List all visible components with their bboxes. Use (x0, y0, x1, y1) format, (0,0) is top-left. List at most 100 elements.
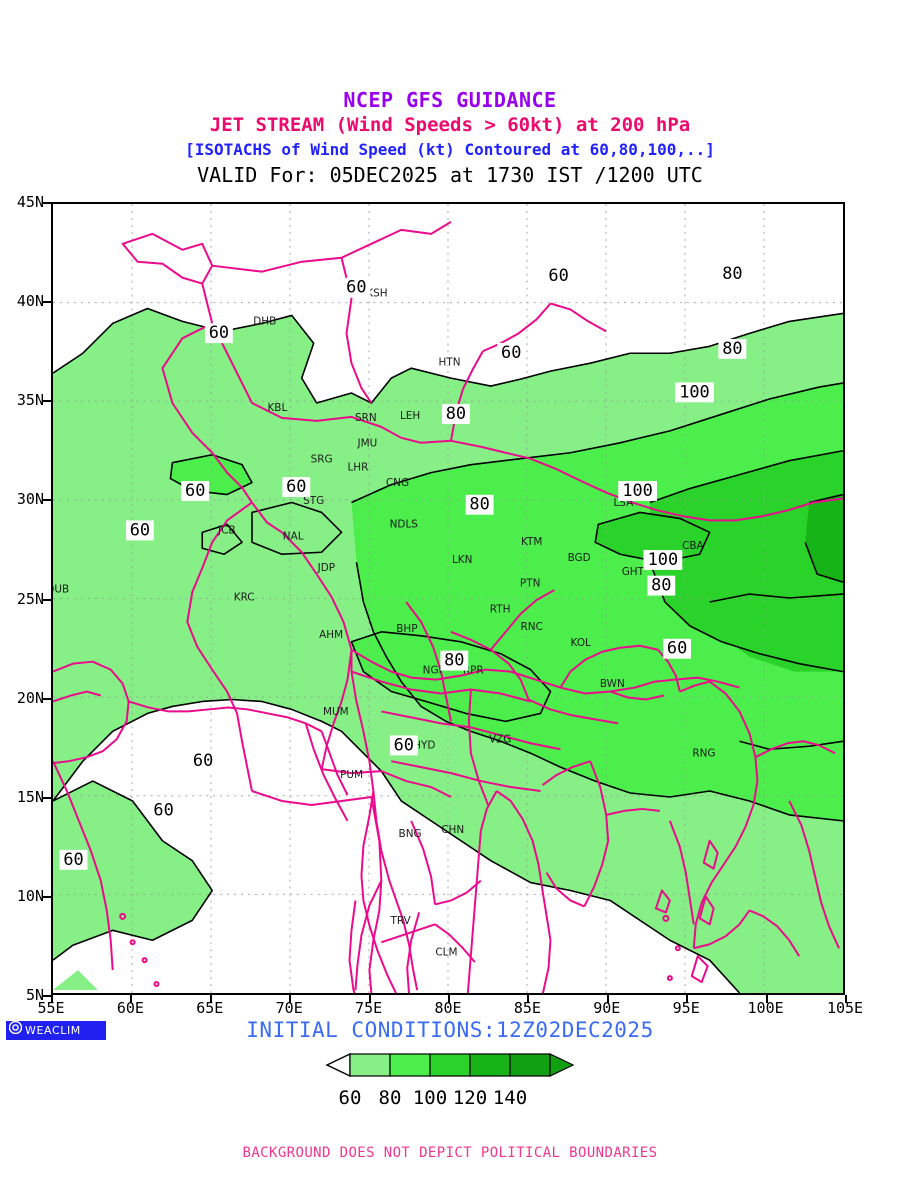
contour-label-bg (718, 338, 747, 359)
contour-label-100: 100 (648, 549, 679, 569)
political-boundaries (53, 221, 843, 993)
contour-label-bg (389, 735, 418, 756)
map-plot-area[interactable]: KSH DHB HTN KBL SRN LEH JMU SRG LHR CNG STG NDLS NAL… (51, 202, 845, 995)
contour-label-80: 80 (722, 263, 742, 283)
contour-label-bg (342, 277, 371, 298)
city-labels: KSH DHB HTN KBL SRN LEH JMU SRG LHR CNG STG NDLS NAL… (53, 288, 716, 959)
contour-label-bg (204, 323, 233, 344)
contour-label-bg (544, 266, 573, 286)
x-tick-mark (606, 995, 609, 1003)
city-label-srg: SRG (311, 453, 333, 465)
contour-label-60: 60 (548, 265, 568, 285)
disclaimer-text: BACKGROUND DOES NOT DEPICT POLITICAL BOU… (242, 1145, 658, 1161)
contour-label-bg (675, 382, 714, 403)
colorbar-band-100 (429, 1053, 471, 1077)
x-tick-mark (130, 995, 133, 1003)
city-label-kol: KOL (571, 637, 591, 649)
contour-label-60: 60 (130, 519, 150, 539)
x-tick-mark (448, 995, 450, 1003)
y-tick-label-5N: 5N (25, 986, 44, 1004)
y-tick-mark (43, 697, 51, 700)
city-label-lkn: LKN (452, 554, 472, 566)
contour-label-bg (189, 751, 218, 772)
contour-label-bg (440, 650, 469, 671)
colorbar-band-120 (469, 1053, 511, 1077)
x-tick-mark (686, 995, 689, 1003)
city-label-jdp: JDP (317, 562, 335, 574)
contour-label-80: 80 (469, 494, 489, 514)
header-line-isotachs: [ISOTACHS of Wind Speed (kt) Contoured a… (185, 140, 715, 159)
city-label-rnc: RNC (521, 621, 543, 633)
city-label-bng: BNG (399, 828, 422, 840)
city-label-leh: LEH (400, 410, 420, 422)
weaclim-logo[interactable]: WEACLIM (6, 1020, 106, 1040)
x-tick-mark (765, 995, 768, 1003)
colorbar-tick-120: 120 (452, 1087, 488, 1109)
contour-label-bg (718, 264, 747, 284)
initial-conditions-text: INITIAL CONDITIONS:12Z02DEC2025 (246, 1018, 654, 1042)
city-label-cng: CNG (386, 477, 409, 489)
colorbar-tick-labels: 60 80 100 120 140 (0, 1087, 900, 1111)
city-label-vzg: VZG (489, 733, 511, 745)
y-tick-label-35N: 35N (16, 391, 44, 410)
city-label-kbl: KBL (267, 402, 287, 414)
colorbar-swatches (325, 1052, 575, 1078)
city-label-ght: GHT (622, 566, 645, 578)
city-label-ksh: KSH (366, 288, 387, 300)
contour-label-bg (647, 575, 676, 596)
city-label-krc: KRC (234, 591, 255, 603)
x-tick-label-55E: 55E (37, 999, 65, 1017)
y-tick-mark (43, 202, 51, 204)
city-label-pum: PUM (340, 769, 363, 781)
y-tick-mark (43, 796, 51, 799)
city-label-stg: STG (303, 495, 324, 507)
contour-label-bg (497, 342, 526, 363)
city-label-lsa: LSA (613, 497, 634, 509)
colorbar-band-60 (349, 1053, 391, 1077)
contour-label-bg (125, 520, 154, 541)
contour-label-60: 60 (286, 476, 306, 496)
contour-label-80: 80 (444, 650, 464, 670)
x-tick-mark (845, 995, 847, 1003)
city-label-srn: SRN (355, 412, 377, 424)
city-label-rng: RNG (692, 747, 715, 759)
contour-label-60: 60 (193, 750, 213, 770)
city-label-ndls: NDLS (390, 518, 419, 530)
city-label-rpr: RPR (463, 664, 484, 676)
x-tick-label-70E: 70E (275, 999, 303, 1017)
y-tick-mark (43, 895, 51, 898)
colorbar-left-arrow (325, 1052, 351, 1078)
y-tick-label-30N: 30N (16, 490, 44, 509)
y-tick-label-45N: 45N (16, 193, 44, 211)
y-tick-mark (43, 995, 51, 997)
colorbar-tick-80: 80 (378, 1087, 402, 1109)
city-label-jmu: JMU (357, 438, 378, 450)
city-label-bhp: BHP (396, 623, 417, 635)
contour-label-80: 80 (446, 403, 466, 423)
contour-label-80: 80 (722, 338, 742, 358)
contour-label-60: 60 (185, 480, 205, 500)
circle-target-icon (8, 1020, 23, 1040)
weaclim-logo-text: WEACLIM (25, 1024, 81, 1037)
x-tick-label-95E: 95E (672, 999, 700, 1017)
header-line-jetstream: JET STREAM (Wind Speeds > 60kt) at 200 h… (209, 114, 691, 136)
x-tick-mark (209, 995, 212, 1003)
y-tick-label-15N: 15N (16, 787, 44, 806)
colorbar-tick-100: 100 (412, 1087, 448, 1109)
colorbar-right-arrow (549, 1053, 575, 1077)
contour-label-60: 60 (346, 277, 366, 297)
contour-label-100: 100 (622, 480, 653, 500)
contour-value-labels: 60 60 60 60 60 60 60 60 60 60 60 60 80 80 80 80 80 80 100 1… (59, 263, 747, 870)
x-tick-label-75E: 75E (355, 999, 383, 1017)
x-tick-mark (289, 995, 292, 1003)
chart-header: NCEP GFS GUIDANCE JET STREAM (Wind Speed… (0, 88, 900, 188)
contour-label-bg (663, 638, 692, 659)
x-tick-label-105E: 105E (826, 999, 864, 1017)
city-label-cba: CBA (682, 540, 704, 552)
x-tick-label-100E: 100E (747, 999, 784, 1017)
contour-label-60: 60 (209, 322, 229, 342)
city-label-clm: CLM (435, 947, 457, 959)
contour-label-60: 60 (153, 799, 173, 819)
x-tick-label-90E: 90E (593, 999, 621, 1017)
city-label-ngp: NGP (423, 664, 445, 676)
